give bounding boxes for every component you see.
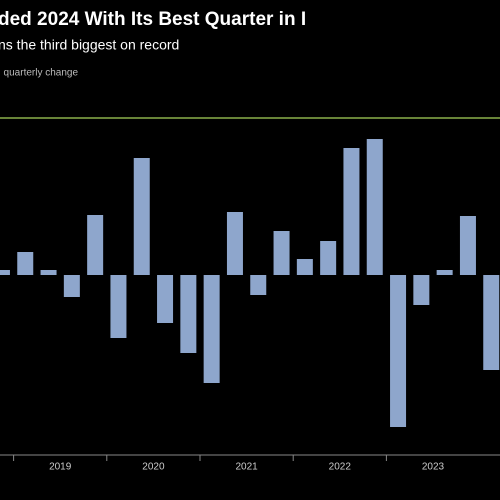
bar <box>63 275 80 297</box>
bar <box>436 270 453 275</box>
bar <box>343 148 360 275</box>
bar <box>203 275 220 383</box>
bar <box>110 275 127 338</box>
x-tick-label: 2023 <box>422 462 445 473</box>
bar <box>390 275 407 427</box>
bar <box>273 231 290 275</box>
axis-label: , quarterly change <box>0 68 78 79</box>
bar <box>87 215 104 275</box>
bar <box>320 241 337 275</box>
bar <box>17 252 34 275</box>
bar <box>459 216 476 275</box>
x-tick-label: 2020 <box>142 462 165 473</box>
bar <box>0 270 10 275</box>
x-tick-label: 2021 <box>235 462 258 473</box>
chart-title: ded 2024 With Its Best Quarter in I <box>0 9 306 30</box>
bar <box>40 270 57 275</box>
bar <box>296 259 313 275</box>
x-tick-label: 2022 <box>329 462 352 473</box>
bar <box>483 275 500 370</box>
x-tick-label: 2019 <box>49 462 72 473</box>
bar <box>157 275 174 323</box>
bar <box>413 275 430 305</box>
bar <box>133 158 150 275</box>
bar <box>250 275 267 295</box>
bar <box>180 275 197 353</box>
chart-subtitle: ns the third biggest on record <box>0 37 179 53</box>
bar <box>226 212 243 275</box>
bar <box>366 139 383 275</box>
